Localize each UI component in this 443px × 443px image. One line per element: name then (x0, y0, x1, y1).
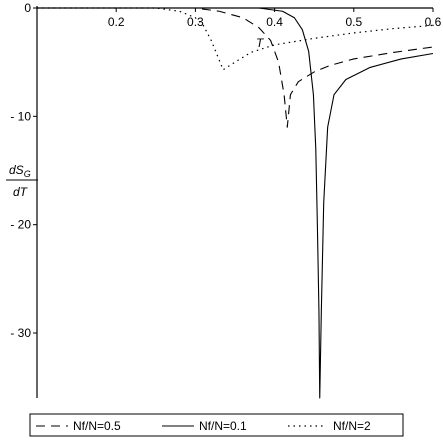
x-tick-label: 0.3 (187, 15, 204, 29)
series-layer (37, 7, 434, 399)
x-axis-label: T (256, 36, 265, 50)
series-line-nf-n-0-1 (37, 7, 434, 399)
y-axis-label-denominator: dT (13, 185, 29, 199)
y-tick-label: 0 (24, 1, 31, 15)
x-tick-label: 0.6 (425, 15, 442, 29)
y-tick-label: - 20 (10, 218, 31, 232)
x-tick-label: 0.2 (108, 15, 125, 29)
axes-layer (33, 6, 434, 398)
legend-label-nf-0-1: Nf/N=0.1 (199, 419, 247, 433)
legend: Nf/N=0.5 Nf/N=0.1 Nf/N=2 (29, 413, 404, 437)
x-tick-label: 0.5 (345, 15, 362, 29)
legend-label-nf-0-5: Nf/N=0.5 (73, 419, 121, 433)
y-tick-label: - 30 (10, 326, 31, 340)
legend-box (29, 413, 404, 437)
y-tick-label: - 10 (10, 109, 31, 123)
y-axis-label-numerator: dSG (9, 163, 31, 179)
x-tick-label: 0.4 (266, 15, 283, 29)
y-axis-label: dSG dT (6, 163, 38, 199)
series-line-nf-n-2 (37, 7, 434, 71)
legend-label-nf-2: Nf/N=2 (333, 419, 371, 433)
label-layer: 0.2 0.3 0.4 0.5 0.6 0 - 10 - 20 - 30 (10, 1, 441, 340)
series-line-nf-n-0-5 (37, 7, 434, 128)
